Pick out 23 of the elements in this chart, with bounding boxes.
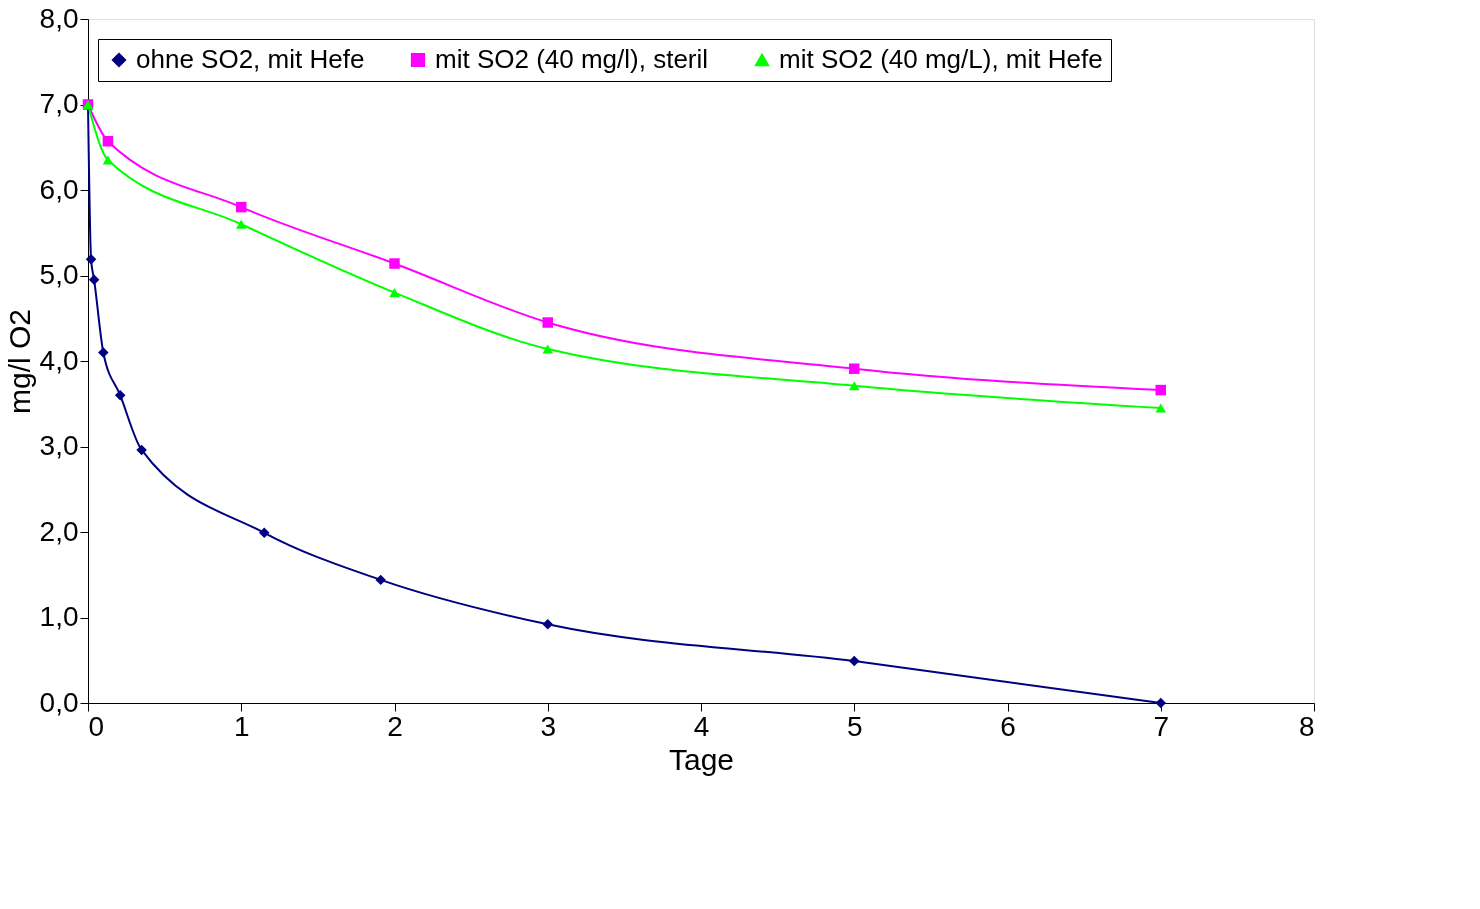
x-tick-label: 3	[540, 710, 557, 742]
y-tick-label: 4,0	[39, 344, 79, 376]
x-tick-label: 8	[1298, 710, 1315, 742]
y-tick-label: 1,0	[39, 601, 79, 632]
y-tick-label: 0,0	[39, 686, 79, 718]
x-tick-label: 1	[233, 710, 250, 742]
x-tick-label: 2	[387, 710, 403, 742]
y-tick-label: 2,0	[39, 515, 79, 547]
legend-label: mit SO2 (40 mg/l), steril	[435, 44, 709, 74]
x-tick-label: 7	[1153, 710, 1170, 742]
y-tick-label: 3,0	[39, 430, 79, 461]
y-tick-label: 7,0	[39, 88, 79, 119]
x-tick-label: 4	[693, 710, 710, 742]
y-tick-label: 5,0	[39, 259, 79, 290]
x-axis-title: Tage	[668, 742, 735, 776]
y-axis-title: mg/l O2	[2, 308, 36, 415]
y-tick-label: 8,0	[39, 2, 79, 34]
x-tick-label: 0	[88, 710, 105, 742]
y-tick-label: 6,0	[39, 173, 79, 205]
x-tick-label: 5	[846, 710, 863, 742]
legend-label: ohne SO2, mit Hefe	[136, 44, 365, 74]
x-tick-label: 6	[1000, 710, 1016, 742]
legend-label: mit SO2 (40 mg/L), mit Hefe	[779, 44, 1103, 74]
